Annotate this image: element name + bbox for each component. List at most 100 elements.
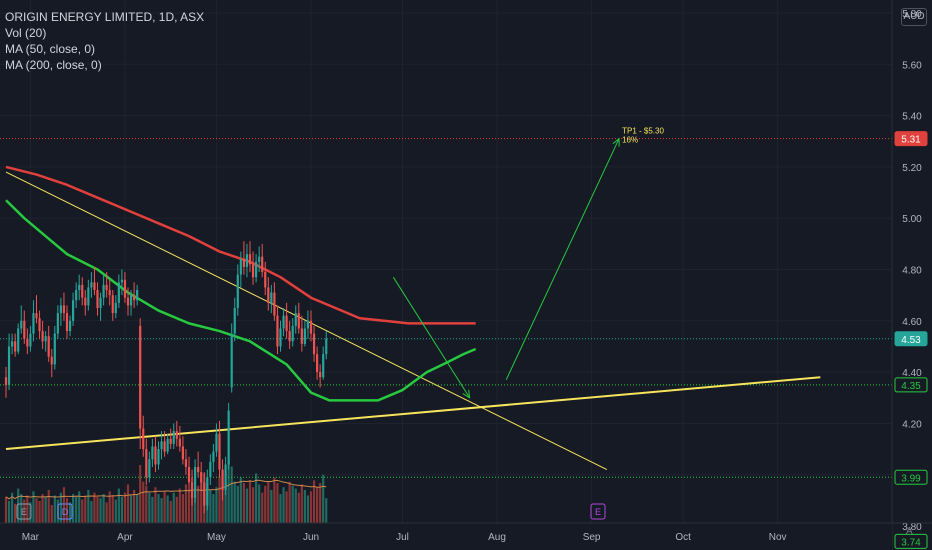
candle-body [245,254,249,267]
volume-bar [197,485,200,523]
volume-bar [105,502,108,523]
volume-bar [139,465,142,523]
candle-body [32,313,35,334]
candle-body [126,297,130,306]
x-tick-label: Jul [396,532,409,543]
candle-body [35,313,38,319]
candle-body [251,264,255,278]
candle-body [81,284,84,298]
candle-body [50,356,53,365]
candle-body [270,292,273,303]
x-tick-label: May [207,532,226,543]
candle-body [209,461,212,478]
time-axis[interactable]: Mar Apr May Jun Jul Aug Sep Oct Nov [0,522,932,550]
time-axis-bg [0,523,892,550]
price-badge-label: 4.35 [901,381,921,392]
candle-body [90,282,93,288]
candle-body [300,328,303,344]
candle-body [14,341,17,352]
candle-body [78,284,81,291]
candle-body [111,295,114,314]
volume-bar [108,491,111,523]
price-badge-label: 4.53 [901,335,921,346]
candle-body [166,438,169,452]
candle-body [20,320,23,329]
price-badge-label: 5.31 [901,135,921,146]
candle-body [136,290,139,301]
candle-body [17,328,20,352]
y-tick-label: 4.60 [902,317,922,328]
price-badge [894,469,928,485]
volume-bar [184,484,188,523]
x-tick-label: Mar [22,532,40,543]
candle-body [59,305,62,314]
volume-bar [303,489,306,523]
legend-ma50[interactable]: MA (50, close, 0) [5,42,96,56]
volume-bar [319,483,322,523]
candle-body [285,315,288,332]
volume-bar [142,481,145,523]
target-arrow-head [612,137,620,147]
volume-bar [14,503,17,523]
volume-bar [7,500,11,523]
volume-bar [297,492,300,523]
volume-bar [282,487,285,523]
volume-bar [224,481,227,523]
volume-bar [215,487,218,523]
candle-body [44,336,47,342]
volume-bar [90,500,93,523]
candle-body [163,441,166,452]
volume-bar [17,488,20,523]
volume-bar [163,491,166,523]
volume-bar [312,480,316,523]
volume-bar [87,489,90,523]
volume-bar [291,485,294,523]
candle-body [129,295,133,306]
volume-bar [245,488,249,523]
y-tick-label: 4.80 [902,266,922,277]
volume-bar [59,492,62,523]
candle-body [26,338,29,347]
volume-bar [50,505,53,523]
x-tick-label: Oct [675,532,691,543]
currency-badge[interactable]: AUD [901,8,927,26]
candle-body [120,279,123,283]
candle-body [309,320,313,334]
volume-bar [181,494,184,523]
volume-bar [325,498,328,523]
price-badge [894,331,928,347]
dividend-marker-label: D [62,507,69,517]
candle-body [258,256,261,262]
price-axis[interactable]: 3.804.004.204.404.604.805.005.205.405.60… [891,0,932,550]
volume-bar [288,481,291,523]
candle-body [319,372,322,378]
candle-body [142,428,145,450]
candle-body [261,256,264,273]
candle-body [175,431,178,439]
trendlines[interactable] [5,171,821,471]
legend-ma200[interactable]: MA (200, close, 0) [5,58,102,72]
candle-body [157,449,160,465]
volume-bar [148,492,151,523]
volume-bar [230,466,233,523]
volume-bar [75,496,78,523]
volume-bar [81,499,84,523]
volume-bar [96,496,99,523]
volume-bar [133,489,136,523]
candle-body [206,477,209,506]
volume-bar [47,489,50,523]
volume-bar [84,495,87,523]
legend-volume[interactable]: Vol (20) [5,26,47,40]
earnings-marker-upcoming-label: E [595,507,601,517]
legend-title[interactable]: ORIGIN ENERGY LIMITED, 1D, ASX [5,10,205,24]
candle-body [215,433,218,452]
candle-body [47,336,50,357]
earnings-marker-upcoming [590,503,606,520]
auto-scale-button[interactable]: A [906,526,913,537]
candle-body [117,282,120,303]
volume-bar [251,487,255,523]
volume-bar [267,481,270,523]
